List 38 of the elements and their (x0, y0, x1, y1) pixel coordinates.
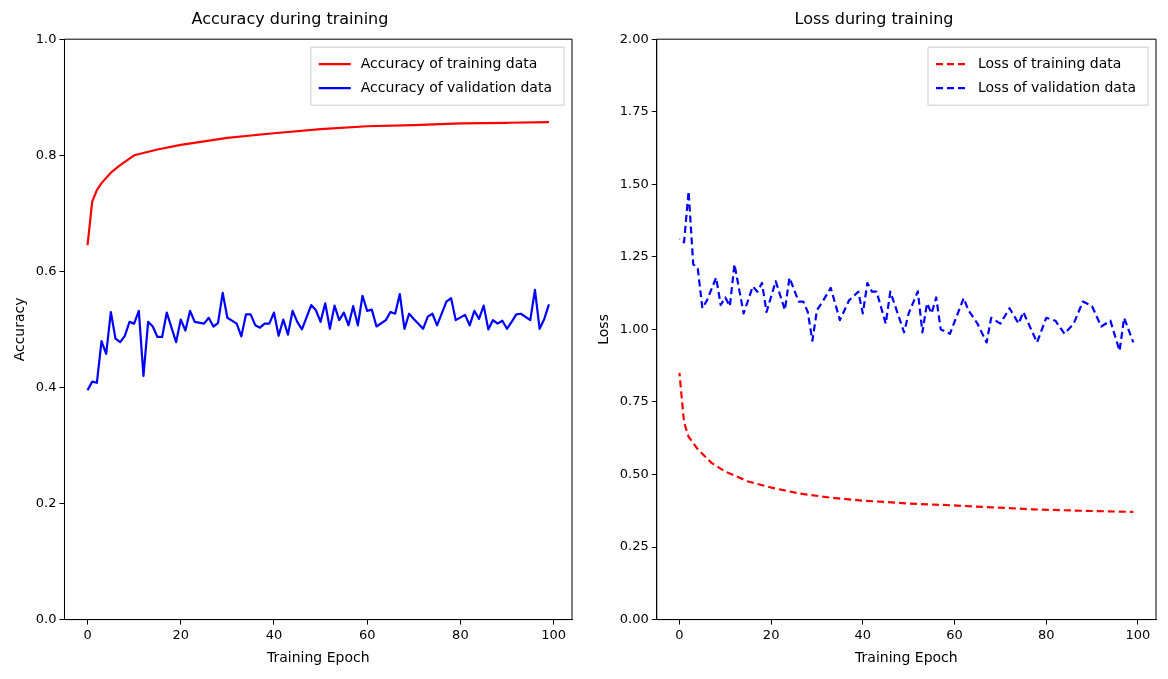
legend-label: Loss of validation data (977, 78, 1136, 95)
x-axis-title: Training Epoch (265, 649, 370, 666)
x-tick-label: 40 (265, 626, 283, 642)
x-tick-label: 60 (358, 626, 376, 642)
y-tick-label: 0.8 (35, 146, 57, 162)
x-tick-label: 0 (675, 626, 684, 642)
x-tick-label: 100 (1125, 626, 1151, 642)
y-axis-title: Loss (595, 314, 612, 345)
y-tick-label: 0.50 (619, 465, 649, 481)
y-tick-label: 0.6 (35, 262, 57, 278)
y-tick-label: 0.0 (35, 610, 57, 626)
y-tick-label: 1.75 (619, 103, 649, 119)
y-tick-label: 1.50 (619, 175, 649, 191)
y-tick-label: 0.2 (35, 494, 57, 510)
line-series (678, 371, 1135, 514)
x-tick-label: 0 (83, 626, 92, 642)
x-tick-label: 40 (854, 626, 872, 642)
y-tick-label: 2.00 (619, 30, 649, 46)
y-tick-label: 0.4 (35, 378, 57, 394)
chart-title: Accuracy during training (191, 8, 389, 28)
y-tick-label: 0.75 (619, 393, 649, 409)
x-tick-label: 100 (541, 626, 567, 642)
x-axis-title: Training Epoch (854, 649, 958, 666)
y-tick-label: 0.25 (619, 538, 649, 554)
x-tick-label: 80 (452, 626, 469, 642)
x-tick-label: 20 (762, 626, 780, 642)
legend-label: Accuracy of training data (360, 54, 538, 71)
y-tick-label: 0.00 (619, 610, 649, 626)
legend-label: Loss of training data (977, 54, 1122, 71)
x-tick-label: 80 (1037, 626, 1055, 642)
x-tick-label: 60 (946, 626, 963, 642)
y-axis-title: Accuracy (11, 297, 28, 362)
x-tick-label: 20 (172, 626, 190, 642)
y-tick-label: 1.0 (35, 30, 57, 46)
y-tick-label: 1.00 (619, 320, 649, 336)
chart-title: Loss during training (794, 8, 954, 28)
legend-label: Accuracy of validation data (360, 78, 553, 95)
y-tick-label: 1.25 (619, 248, 649, 264)
